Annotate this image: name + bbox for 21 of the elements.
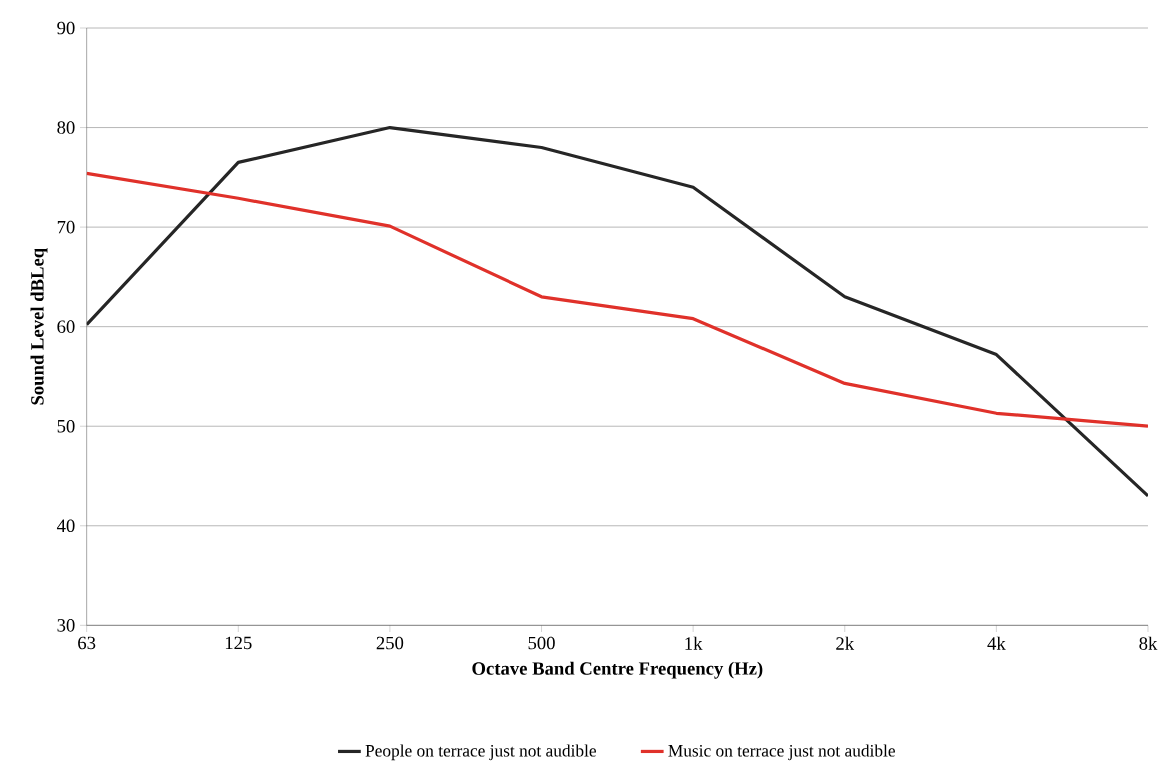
y-axis-title: Sound Level dBLeq [30,248,48,405]
x-tick-label: 2k [836,636,855,650]
x-tick-label: 1k [685,636,703,650]
line-series [86,171,1148,428]
legend-label: Music on terrace just not audible [668,744,895,761]
y-tick-label: 50 [57,419,75,433]
y-tick-label: 60 [57,320,75,333]
legend-label: People on terrace just not audible [365,744,596,761]
x-tick-label: 4k [987,636,1006,650]
y-tick-label: 70 [57,220,75,234]
x-tick-label: 250 [376,636,404,650]
y-tick-label: 40 [56,519,75,533]
y-tick-label: 30 [57,619,75,632]
x-tick-label: 63 [78,636,96,650]
x-tick-label: 8k [1139,636,1158,650]
x-tick-label: 125 [225,636,252,650]
x-tick-label: 500 [528,636,555,650]
x-axis-title: Octave Band Centre Frequency (Hz) [472,661,763,679]
line-series [86,125,1148,498]
y-tick-label: 80 [57,121,75,134]
y-tick-label: 90 [57,21,75,35]
